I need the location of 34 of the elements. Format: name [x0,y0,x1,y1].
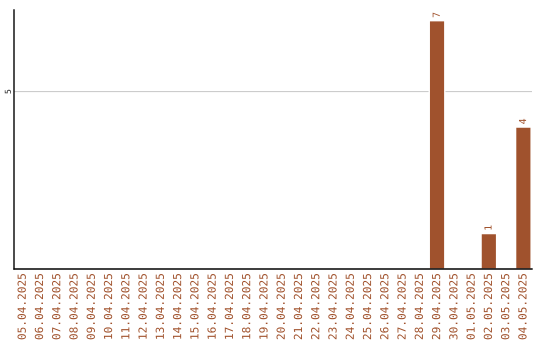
data-label: 4 [518,118,526,124]
x-tick-label: 25.04.2025 [362,274,372,340]
x-tick-label: 26.04.2025 [380,274,388,340]
x-tick-label: 22.04.2025 [311,274,320,340]
x-tick-label: 29.04.2025 [432,274,440,340]
x-tick-label: 11.04.2025 [121,274,130,339]
x-tick-label: 20.04.2025 [276,274,285,340]
x-tick-label: 23.04.2025 [328,274,337,340]
x-tick-label: 18.04.2025 [242,274,250,339]
x-tick-label: 04.05.2025 [518,274,527,340]
data-label: 7 [432,12,440,18]
x-tick-label: 15.04.2025 [190,274,199,339]
y-tick-label: 5 [4,90,11,94]
x-tick-label: 16.04.2025 [207,274,216,339]
x-tick-label: 01.05.2025 [466,274,475,340]
x-tick-label: 30.04.2025 [449,274,458,340]
x-tick-label: 24.04.2025 [346,274,354,340]
x-tick-label: 28.04.2025 [414,274,424,340]
x-tick-label: 03.05.2025 [500,274,510,340]
x-tick-label: 14.04.2025 [172,274,182,339]
x-tick-label: 09.04.2025 [86,274,95,340]
x-tick-label: 13.04.2025 [156,274,164,339]
x-tick-label: 10.04.2025 [104,274,112,339]
x-tick-label: 17.04.2025 [224,274,234,339]
x-tick-label: 07.04.2025 [52,274,60,340]
x-tick-label: 21.04.2025 [294,274,302,340]
x-tick-label: 19.04.2025 [259,274,268,339]
x-tick-label: 06.04.2025 [34,274,44,340]
x-tick-label: 12.04.2025 [138,274,147,339]
data-label: 1 [484,226,492,230]
x-tick-label: 08.04.2025 [69,274,78,340]
x-tick-label: 27.04.2025 [397,274,406,340]
x-tick-label: 02.05.2025 [484,274,492,340]
x-tick-label: 05.04.2025 [17,274,26,340]
